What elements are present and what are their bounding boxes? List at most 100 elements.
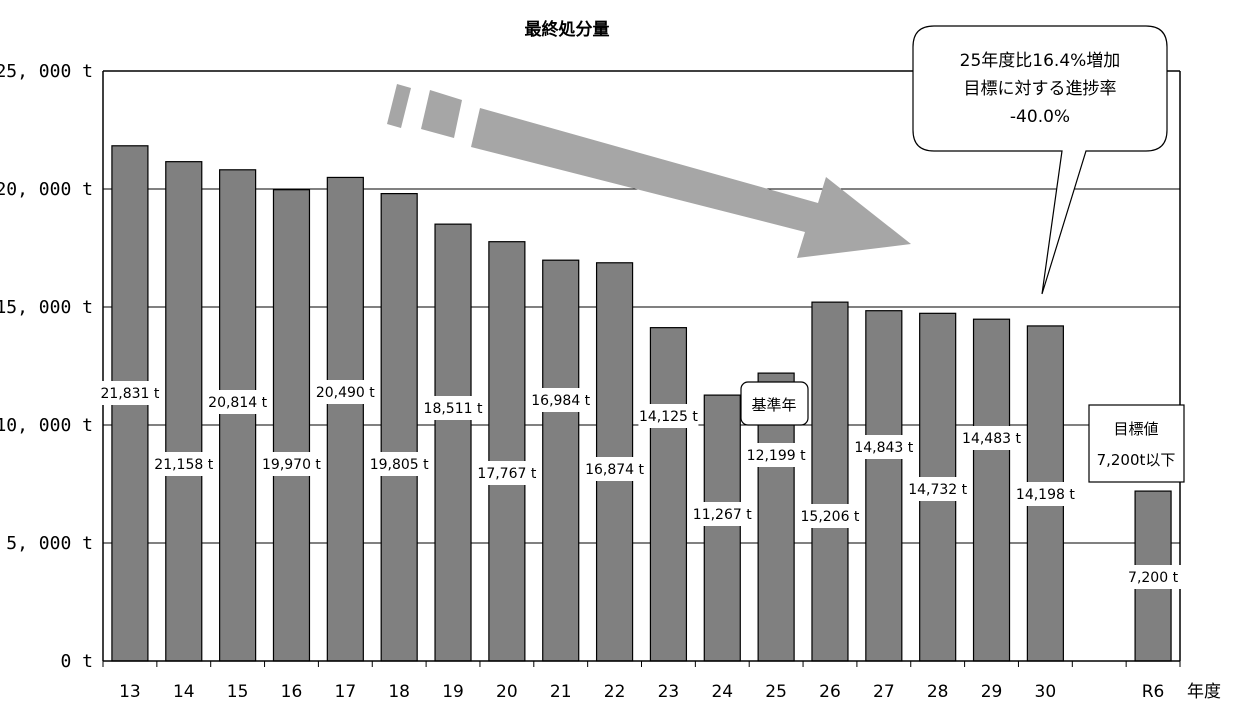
bar (865, 310, 903, 662)
y-axis-ticks: 0 t 5, 000 t 10, 000 t 15, 000 t 20, 000 t 25… (0, 61, 93, 672)
chart-title: 最終処分量 (525, 19, 610, 40)
x-tick-label: 21 (550, 682, 572, 702)
data-label: 19,805 t (369, 452, 430, 476)
bar (326, 176, 364, 662)
y-tick-label: 5, 000 t (6, 533, 93, 554)
data-label-bg (584, 457, 645, 481)
bar (165, 161, 203, 662)
bar (272, 189, 311, 662)
data-label-bg (315, 380, 376, 404)
x-tick-label: 13 (119, 682, 141, 702)
x-tick-label: 24 (711, 682, 733, 702)
bars (111, 145, 1172, 662)
y-tick-label: 0 t (60, 651, 93, 672)
x-tick-label: R6 (1142, 682, 1165, 702)
x-tick-label: 19 (442, 682, 464, 702)
bar (434, 223, 472, 662)
callout-line3: -40.0% (1010, 107, 1070, 127)
data-label-text: 18,511 t (424, 401, 483, 417)
x-tick-label: 25 (765, 682, 787, 702)
data-label-text: 16,874 t (585, 462, 644, 478)
x-tick-label: 14 (173, 682, 195, 702)
bar (972, 318, 1011, 662)
data-label: 18,511 t (423, 396, 484, 420)
x-tick-label: 15 (227, 682, 249, 702)
data-label: 14,125 t (638, 404, 699, 428)
x-tick-label: 16 (281, 682, 303, 702)
data-label-bg (1123, 565, 1184, 589)
x-tick-label: 17 (335, 682, 357, 702)
x-tick-label: 22 (604, 682, 626, 702)
data-label-text: 21,831 t (100, 386, 159, 402)
data-label-bg (638, 404, 699, 428)
bar (649, 327, 688, 662)
data-label-bg (369, 452, 430, 476)
x-axis-ticks: 13 14 15 16 17 18 19 20 21 22 23 24 25 26 27 28 29 30 R6 (119, 682, 1164, 702)
data-label-text: 14,198 t (1016, 487, 1075, 503)
trend-arrow-dash-2 (421, 90, 462, 138)
data-label: 21,158 t (153, 452, 214, 476)
x-tick-label: 30 (1035, 682, 1057, 702)
data-label: 14,483 t (961, 426, 1022, 450)
data-label-text: 14,843 t (854, 440, 913, 456)
x-axis-label: 年度 (1187, 682, 1221, 702)
x-tick-label: 27 (873, 682, 895, 702)
y-tick-label: 15, 000 t (0, 297, 93, 318)
trend-arrow-dash-1 (387, 84, 411, 128)
data-label-text: 20,490 t (316, 385, 375, 401)
y-tick-label: 25, 000 t (0, 61, 93, 82)
bar (488, 241, 526, 662)
data-label-text: 11,267 t (693, 507, 752, 523)
data-label-text: 12,199 t (747, 448, 806, 464)
data-label-bg (476, 461, 537, 485)
data-label: 14,843 t (853, 435, 914, 459)
data-label-text: 14,483 t (962, 431, 1021, 447)
bar (703, 394, 741, 662)
data-label: 21,831 t (99, 381, 160, 405)
data-label-bg (207, 390, 268, 414)
data-label-text: 17,767 t (477, 466, 536, 482)
target-label-line2: 7,200t以下 (1097, 451, 1176, 469)
data-label: 16,984 t (530, 388, 591, 412)
data-label: 20,490 t (315, 380, 376, 404)
x-tick-label: 28 (927, 682, 949, 702)
data-label-text: 20,814 t (208, 395, 267, 411)
data-label: 17,767 t (476, 461, 537, 485)
target-annotation: 目標値 7,200t以下 (1088, 404, 1185, 483)
y-tick-label: 20, 000 t (0, 179, 93, 200)
x-tick-label: 20 (496, 682, 518, 702)
data-label-text: 7,200 t (1128, 570, 1179, 586)
data-label-bg (530, 388, 591, 412)
bar (542, 259, 580, 662)
data-label: 16,874 t (584, 457, 645, 481)
data-label: 11,267 t (692, 502, 753, 526)
base-year-annotation: 基準年 (740, 381, 809, 426)
data-label: 19,970 t (261, 452, 322, 476)
x-tick-label: 29 (981, 682, 1003, 702)
x-tick-label: 18 (388, 682, 410, 702)
data-label-bg (692, 502, 753, 526)
data-label-text: 19,805 t (370, 457, 429, 473)
data-label: 14,732 t (907, 477, 968, 501)
data-label-bg (423, 396, 484, 420)
trend-arrow-body (471, 108, 911, 258)
data-label-bg (99, 381, 160, 405)
data-label-bg (853, 435, 914, 459)
data-label-text: 15,206 t (801, 509, 860, 525)
data-label: 15,206 t (799, 504, 860, 528)
data-label-bg (907, 477, 968, 501)
data-label: 7,200 t (1123, 565, 1184, 589)
data-label-bg (261, 452, 322, 476)
data-label: 20,814 t (207, 390, 268, 414)
data-label-text: 14,732 t (908, 482, 967, 498)
bar (380, 193, 418, 662)
base-year-label: 基準年 (751, 396, 796, 414)
x-tick-label: 26 (819, 682, 841, 702)
data-label-text: 16,984 t (531, 393, 590, 409)
data-label: 14,198 t (1015, 482, 1076, 506)
y-tick-label: 10, 000 t (0, 415, 93, 436)
data-label-text: 19,970 t (262, 457, 321, 473)
data-label-text: 14,125 t (639, 409, 698, 425)
